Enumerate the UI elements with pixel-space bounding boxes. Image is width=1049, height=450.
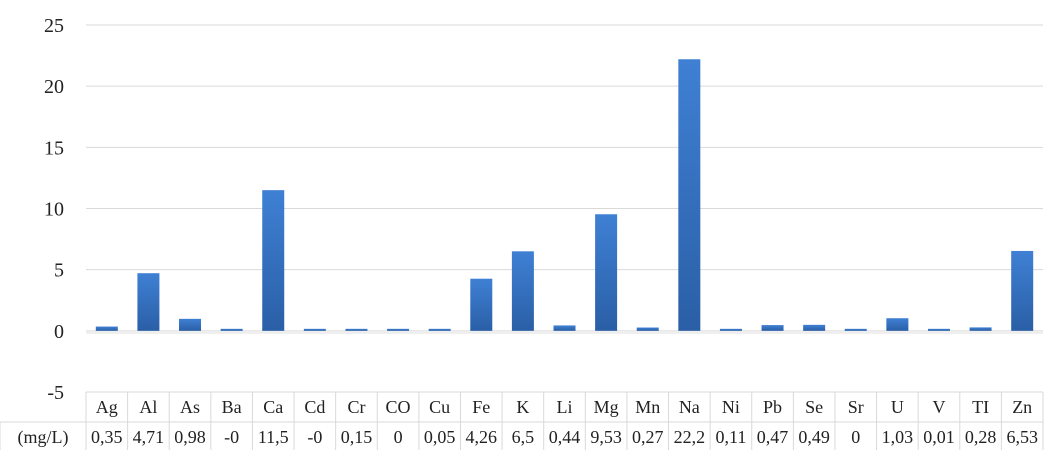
data-label: 0,47 <box>757 427 789 447</box>
bar <box>428 328 451 331</box>
data-label: 4,71 <box>133 427 165 447</box>
bar <box>636 327 659 331</box>
category-label: Zn <box>1012 397 1032 417</box>
category-label: Sr <box>848 397 864 417</box>
bar <box>927 328 950 331</box>
bar <box>303 328 326 331</box>
bar <box>595 214 618 331</box>
data-label: 0,15 <box>341 427 373 447</box>
y-tick-label: 20 <box>44 76 64 98</box>
bar <box>719 328 742 331</box>
bar <box>470 278 493 331</box>
data-label: 0,11 <box>716 427 747 447</box>
bar <box>553 325 576 331</box>
bar <box>220 328 243 331</box>
bar <box>179 318 202 331</box>
data-label: 22,2 <box>674 427 706 447</box>
category-label: Se <box>805 397 823 417</box>
data-label: 0,05 <box>424 427 456 447</box>
category-label: Ag <box>96 397 118 417</box>
bar <box>95 326 118 331</box>
data-label: 0,98 <box>174 427 206 447</box>
y-tick-label: -5 <box>47 382 64 404</box>
y-tick-label: 5 <box>54 260 64 282</box>
bar <box>387 328 410 331</box>
data-label: 0,27 <box>632 427 664 447</box>
category-label: Mg <box>594 397 619 417</box>
data-label: -0 <box>224 427 239 447</box>
category-label: Ca <box>263 397 283 417</box>
category-label: Ni <box>722 397 740 417</box>
data-label: 0,01 <box>923 427 955 447</box>
category-label: Cr <box>347 397 365 417</box>
y-tick-label: 15 <box>44 137 64 159</box>
category-label: V <box>932 397 945 417</box>
data-label: 6,5 <box>512 427 535 447</box>
bar <box>761 325 784 331</box>
bar <box>262 190 285 331</box>
category-label: Mn <box>635 397 660 417</box>
bar <box>137 273 160 331</box>
y-tick-label: 10 <box>44 199 64 221</box>
category-label: Al <box>139 397 157 417</box>
bar <box>803 324 826 331</box>
data-label: 11,5 <box>258 427 289 447</box>
bar <box>511 251 534 331</box>
data-label: 0,35 <box>91 427 123 447</box>
category-label: Cd <box>304 397 325 417</box>
category-label: Fe <box>472 397 490 417</box>
bar <box>844 328 867 331</box>
data-label: 4,26 <box>466 427 498 447</box>
bar <box>969 327 992 331</box>
category-label: Li <box>557 397 573 417</box>
y-tick-label: 25 <box>44 15 64 37</box>
category-label: TI <box>972 397 989 417</box>
data-label: 0,49 <box>798 427 830 447</box>
data-label: 9,53 <box>590 427 622 447</box>
data-label: 6,53 <box>1006 427 1038 447</box>
bar <box>1011 250 1034 331</box>
bar <box>886 318 909 331</box>
data-label: -0 <box>307 427 322 447</box>
series-label: (mg/L) <box>18 427 69 448</box>
category-label: Ba <box>222 397 242 417</box>
data-label: 0 <box>394 427 403 447</box>
category-label: Pb <box>763 397 782 417</box>
bar <box>678 59 701 331</box>
data-label: 0,44 <box>549 427 581 447</box>
data-label: 0,28 <box>965 427 997 447</box>
category-label: CO <box>386 397 411 417</box>
bar <box>345 328 368 331</box>
category-label: Cu <box>429 397 450 417</box>
category-label: K <box>516 397 529 417</box>
data-label: 0 <box>851 427 860 447</box>
data-label: 1,03 <box>882 427 914 447</box>
category-label: Na <box>679 397 700 417</box>
y-tick-label: 0 <box>54 321 64 343</box>
category-label: U <box>891 397 904 417</box>
category-label: As <box>180 397 200 417</box>
